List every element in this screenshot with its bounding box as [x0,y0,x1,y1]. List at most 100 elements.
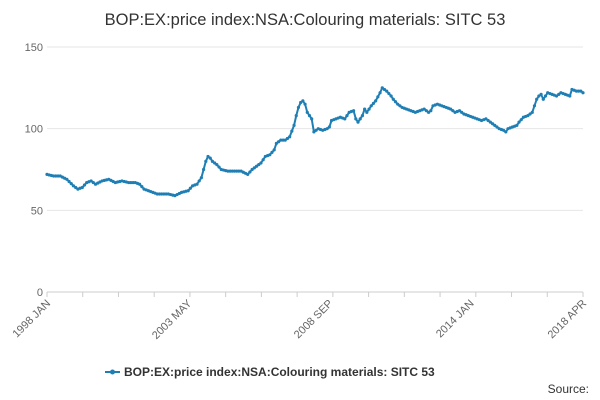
data-point[interactable] [312,130,316,134]
data-point[interactable] [204,159,208,163]
data-point[interactable] [576,89,581,93]
data-point[interactable] [484,117,488,121]
data-point[interactable] [422,107,426,111]
data-point[interactable] [195,182,199,186]
data-point[interactable] [398,104,402,108]
data-point[interactable] [215,163,219,167]
data-point[interactable] [230,169,234,173]
data-point[interactable] [246,172,250,176]
data-point[interactable] [579,89,583,93]
data-point[interactable] [557,92,561,96]
data-point[interactable] [80,185,84,190]
data-point[interactable] [257,163,261,167]
data-point[interactable] [56,174,60,178]
data-point[interactable] [290,129,294,133]
data-point[interactable] [449,107,453,111]
data-point[interactable] [160,192,164,196]
data-point[interactable] [378,91,382,95]
data-point[interactable] [387,91,391,96]
data-point[interactable] [91,180,95,185]
data-point[interactable] [541,97,545,101]
data-point[interactable] [65,177,69,181]
data-point[interactable] [568,94,572,98]
data-point[interactable] [155,192,159,196]
data-point[interactable] [197,179,201,183]
data-point[interactable] [493,123,497,127]
data-point[interactable] [281,138,285,142]
data-point[interactable] [292,123,296,127]
data-point[interactable] [303,102,307,106]
data-point[interactable] [237,169,241,173]
data-point[interactable] [535,97,539,101]
data-point[interactable] [391,97,395,101]
data-point[interactable] [385,89,389,93]
data-point[interactable] [532,104,537,108]
data-point[interactable] [188,186,192,190]
data-point[interactable] [299,100,303,105]
data-point[interactable] [52,174,56,178]
data-point[interactable] [327,125,331,129]
data-point[interactable] [69,182,73,186]
data-point[interactable] [232,169,237,173]
data-point[interactable] [268,153,272,157]
data-point[interactable] [526,114,530,118]
data-point[interactable] [129,180,133,185]
data-point[interactable] [305,110,309,114]
data-point[interactable] [517,120,521,124]
data-point[interactable] [217,165,221,169]
data-point[interactable] [530,110,534,114]
data-point[interactable] [501,128,506,132]
data-point[interactable] [235,169,239,173]
data-point[interactable] [89,179,93,183]
data-point[interactable] [389,94,393,98]
data-point[interactable] [294,114,298,118]
data-point[interactable] [543,94,548,98]
data-point[interactable] [140,185,144,189]
data-point[interactable] [325,127,329,131]
data-point[interactable] [248,170,252,174]
data-point[interactable] [270,150,274,154]
data-point[interactable] [54,174,58,178]
data-point[interactable] [429,109,433,113]
data-point[interactable] [424,109,428,113]
data-point[interactable] [343,117,347,121]
data-point[interactable] [539,92,543,96]
data-point[interactable] [488,120,492,124]
data-point[interactable] [272,148,276,152]
data-point[interactable] [393,100,398,104]
data-point[interactable] [528,112,532,116]
data-point[interactable] [162,192,166,196]
data-point[interactable] [254,164,259,168]
data-point[interactable] [164,192,168,196]
data-point[interactable] [228,169,232,173]
data-point[interactable] [380,86,384,90]
data-point[interactable] [360,114,365,118]
data-point[interactable] [277,140,281,144]
data-point[interactable] [206,154,210,159]
data-point[interactable] [365,110,369,114]
data-point[interactable] [369,104,373,108]
data-point[interactable] [574,89,578,93]
data-point[interactable] [74,185,78,190]
data-point[interactable] [382,87,387,92]
data-point[interactable] [581,91,585,95]
data-point[interactable] [554,94,559,98]
data-point[interactable] [519,118,523,122]
data-point[interactable] [457,109,462,113]
data-point[interactable] [67,179,71,184]
data-point[interactable] [314,128,318,132]
data-point[interactable] [186,189,190,193]
data-point[interactable] [127,180,131,185]
data-point[interactable] [138,182,142,186]
data-point[interactable] [261,158,265,162]
data-point[interactable] [495,125,499,129]
data-point[interactable] [310,117,314,121]
data-point[interactable] [537,94,541,98]
data-point[interactable] [486,118,490,123]
data-point[interactable] [374,99,378,103]
data-point[interactable] [259,161,263,165]
data-point[interactable] [279,138,283,142]
data-point[interactable] [199,176,203,180]
data-point[interactable] [274,141,278,145]
data-point[interactable] [301,99,305,103]
